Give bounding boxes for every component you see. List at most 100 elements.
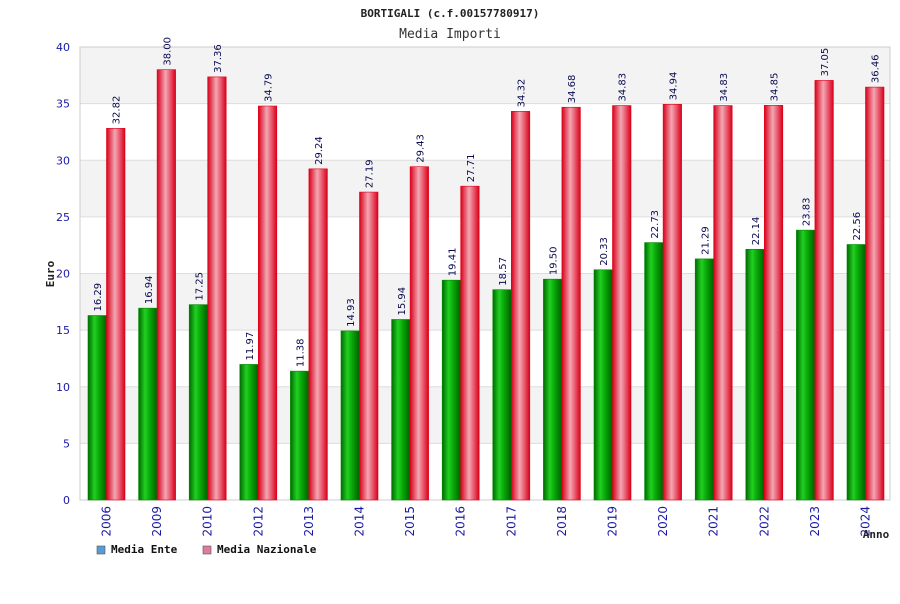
data-label-media-ente: 18.57 <box>498 257 509 286</box>
data-label-media-nazionale: 34.83 <box>719 73 730 102</box>
legend-label-media-nazionale: Media Nazionale <box>217 543 317 556</box>
y-axis: 0 5 10 15 20 25 30 35 40 <box>56 41 70 507</box>
bar-media-nazionale <box>713 105 733 501</box>
data-label-media-nazionale: 34.83 <box>618 73 629 102</box>
x-tick-label: 2018 <box>555 506 569 537</box>
data-label-media-nazionale: 34.79 <box>264 73 275 102</box>
grid-band <box>80 47 890 104</box>
data-label-media-nazionale: 27.71 <box>466 154 477 183</box>
x-tick-label: 2019 <box>606 506 620 537</box>
x-axis: 2006 2009 2010 2012 2013 2014 2015 2016 2017 2018… <box>100 506 873 537</box>
y-tick-label: 20 <box>56 268 70 281</box>
legend-swatch-media-nazionale <box>202 545 212 555</box>
bar-media-nazionale <box>865 86 885 501</box>
y-tick-label: 10 <box>56 381 70 394</box>
data-label-media-ente: 22.56 <box>852 212 863 241</box>
data-label-media-ente: 11.97 <box>245 332 256 361</box>
y-tick-label: 35 <box>56 98 70 111</box>
x-tick-label: 2012 <box>251 506 265 537</box>
bar-media-ente <box>796 229 816 501</box>
data-label-media-nazionale: 34.85 <box>770 73 781 102</box>
x-tick-label: 2021 <box>707 506 721 537</box>
bar-media-nazionale <box>308 168 328 501</box>
bar-media-ente <box>543 278 563 501</box>
bar-media-nazionale <box>257 105 278 501</box>
data-label-media-ente: 21.29 <box>700 226 711 255</box>
data-label-media-nazionale: 36.46 <box>871 54 882 83</box>
data-label-media-nazionale: 32.82 <box>112 96 123 125</box>
x-tick-label: 2015 <box>403 506 417 537</box>
bar-media-nazionale <box>662 104 682 501</box>
x-tick-label: 2017 <box>504 506 518 537</box>
bar-media-ente <box>391 319 411 501</box>
bar-media-nazionale <box>460 185 480 501</box>
bar-media-nazionale <box>612 105 632 501</box>
y-tick-label: 30 <box>56 154 70 167</box>
plot-frame <box>79 46 891 501</box>
data-label-media-nazionale: 34.68 <box>567 75 578 104</box>
bar-media-ente <box>846 244 866 501</box>
legend-label-media-ente: Media Ente <box>111 543 178 556</box>
bars-group: 16.29 32.82 16.94 38.00 17.25 37.36 11.97 34.79… <box>87 37 885 501</box>
data-label-media-nazionale: 34.32 <box>517 79 528 108</box>
data-label-media-ente: 19.50 <box>549 247 560 276</box>
bar-media-ente <box>188 304 208 501</box>
bar-media-nazionale <box>814 80 834 501</box>
x-tick-label: 2013 <box>302 506 316 537</box>
legend: Media Ente Media Nazionale <box>96 543 317 556</box>
data-label-media-ente: 23.83 <box>802 197 813 226</box>
bar-media-ente <box>87 315 107 501</box>
x-tick-label: 2006 <box>100 506 114 537</box>
bar-media-ente <box>340 330 360 501</box>
x-tick-label: 2020 <box>656 506 670 537</box>
bar-media-nazionale <box>763 105 784 501</box>
bar-media-ente <box>492 289 512 501</box>
data-label-media-ente: 14.93 <box>346 298 357 327</box>
x-axis-label: Anno <box>863 528 890 541</box>
bar-media-nazionale <box>561 106 581 501</box>
y-tick-label: 40 <box>56 41 70 54</box>
y-tick-label: 15 <box>56 324 70 337</box>
bar-media-ente <box>593 269 613 501</box>
data-label-media-nazionale: 29.43 <box>415 134 426 163</box>
y-tick-label: 25 <box>56 211 70 224</box>
data-label-media-ente: 15.94 <box>397 287 408 316</box>
data-label-media-ente: 22.14 <box>751 217 762 246</box>
bar-media-ente <box>441 279 462 501</box>
bar-media-ente <box>290 370 310 501</box>
data-label-media-ente: 16.94 <box>144 276 155 305</box>
data-label-media-ente: 22.73 <box>650 210 661 239</box>
bar-media-nazionale <box>106 128 126 501</box>
bar-media-nazionale <box>156 69 176 501</box>
data-label-media-nazionale: 29.24 <box>314 136 325 165</box>
x-tick-label: 2024 <box>859 506 873 537</box>
data-label-media-nazionale: 34.94 <box>668 72 679 101</box>
x-tick-label: 2022 <box>757 506 771 537</box>
chart-subtitle: Media Importi <box>399 27 501 42</box>
y-tick-label: 5 <box>63 437 70 450</box>
bar-media-nazionale <box>207 76 227 501</box>
data-label-media-ente: 19.41 <box>447 248 458 277</box>
x-tick-label: 2009 <box>150 506 164 537</box>
legend-swatch-media-ente <box>96 545 106 555</box>
data-label-media-nazionale: 27.19 <box>365 159 376 188</box>
bar-media-nazionale <box>409 166 429 501</box>
x-tick-label: 2016 <box>454 506 468 537</box>
data-label-media-nazionale: 37.05 <box>820 48 831 77</box>
data-label-media-ente: 17.25 <box>194 272 205 301</box>
chart-title: BORTIGALI (c.f.00157780917) <box>361 7 540 20</box>
x-tick-label: 2023 <box>808 506 822 537</box>
x-tick-label: 2010 <box>201 506 215 537</box>
bar-media-ente <box>644 242 664 501</box>
bar-media-ente <box>138 307 158 501</box>
data-label-media-nazionale: 38.00 <box>162 37 173 66</box>
bar-media-ente <box>694 258 715 501</box>
bar-media-ente <box>239 364 259 501</box>
data-label-media-ente: 11.38 <box>296 338 307 367</box>
bar-media-nazionale <box>359 191 379 501</box>
data-label-media-ente: 16.29 <box>93 283 104 312</box>
y-tick-label: 0 <box>63 494 70 507</box>
y-axis-label: Euro <box>44 260 57 287</box>
